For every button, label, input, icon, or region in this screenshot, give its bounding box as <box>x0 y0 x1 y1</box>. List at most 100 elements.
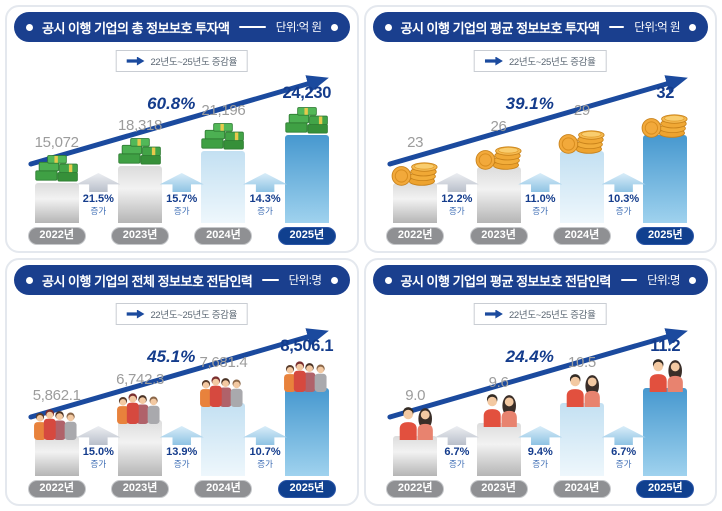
people-group-icon <box>113 390 167 424</box>
bar-2025 <box>643 135 688 223</box>
up-arrow-icon <box>601 426 646 445</box>
bar-group-2022: 23 2022년 <box>374 73 457 245</box>
trend-percent: 39.1% <box>505 94 554 113</box>
growth-indicator: 15.0% 증가 <box>70 426 126 470</box>
growth-label: 증가 <box>257 459 273 469</box>
right-arrow-icon <box>126 56 145 66</box>
growth-label: 증가 <box>173 459 190 469</box>
panel-average-personnel: 공시 이행 기업의 평균 정보보호 전담인력 단위:명 22년도~25년도 증감… <box>363 258 717 506</box>
growth-indicator: 9.4% 증가 <box>512 426 568 470</box>
growth-label: 증가 <box>90 459 107 469</box>
bar-2025 <box>643 388 688 476</box>
growth-indicator: 13.9% 증가 <box>154 426 210 470</box>
bullet-icon <box>689 23 696 31</box>
value-label-highlight: 24,230 <box>282 84 332 102</box>
trend-percent: 45.1% <box>147 347 196 366</box>
legend-text: 22년도~25년도 증감율 <box>508 310 596 321</box>
value-label: 9.6 <box>488 373 509 391</box>
value-label: 6,742.3 <box>116 371 165 388</box>
growth-percent: 13.9% <box>166 446 198 458</box>
unit-label: 단위:명 <box>288 275 322 287</box>
bar-2022 <box>34 183 79 223</box>
bar-group-2022: 9.0 2022년 <box>374 326 457 498</box>
growth-percent: 14.3% <box>249 193 281 205</box>
panel-body: 22년도~25년도 증감율 60.8% 15,072 2022년 18,318 … <box>7 42 357 251</box>
growth-indicator: 21.5% 증가 <box>70 173 126 217</box>
growth-label: 증가 <box>449 206 465 216</box>
panel-title: 공시 이행 기업의 평균 정보보호 투자액 <box>400 20 600 36</box>
people-group-icon <box>280 358 334 392</box>
growth-indicator: 14.3% 증가 <box>237 173 293 217</box>
people-pair-icon <box>555 373 609 407</box>
people-pair-icon <box>638 358 692 392</box>
year-badge-2024: 2024년 <box>552 480 611 498</box>
growth-percent: 11.0% <box>524 193 556 205</box>
year-badge-2023: 2023년 <box>469 227 528 245</box>
legend-box: 22년도~25년도 증감율 <box>473 50 607 72</box>
bar-group-2024: 21,196 2024년 <box>182 73 265 245</box>
trend-arrow <box>28 328 329 420</box>
trend-percent: 24.4% <box>505 347 554 366</box>
panel-body: 22년도~25년도 증감율 39.1% 23 2022년 26 2023년 <box>366 42 716 251</box>
bullet-icon <box>384 276 392 284</box>
bar-2024 <box>559 403 604 476</box>
people-pair-icon <box>472 393 526 427</box>
bar-group-2022: 5,862.1 2022년 <box>15 326 98 498</box>
bar-group-2024: 7,681.4 2024년 <box>182 326 265 498</box>
growth-label: 증가 <box>532 459 549 469</box>
bar-2024 <box>201 150 246 223</box>
bar-group-2025: 11.2 2025년 <box>624 326 707 498</box>
bar-2024 <box>201 403 246 476</box>
year-badge-2025: 2025년 <box>636 227 695 245</box>
panel-title: 공시 이행 기업의 총 정보보호 투자액 <box>42 20 230 36</box>
panel-average-investment: 공시 이행 기업의 평균 정보보호 투자액 단위:억 원 22년도~25년도 증… <box>363 5 717 253</box>
up-arrow-icon <box>159 426 204 445</box>
value-label: 9.0 <box>405 387 426 404</box>
growth-percent: 15.7% <box>166 193 198 205</box>
up-arrow-icon <box>243 426 288 445</box>
value-label: 26 <box>490 118 507 135</box>
value-label: 10.5 <box>567 354 596 372</box>
up-arrow-icon <box>434 173 479 192</box>
growth-percent: 21.5% <box>82 193 114 205</box>
bar-2022 <box>393 183 438 223</box>
year-badge-2025: 2025년 <box>636 480 695 498</box>
coin-stack-icon <box>638 105 692 139</box>
panel-header: 공시 이행 기업의 전체 정보보호 전담인력 단위:명 <box>14 265 350 295</box>
panel-title: 공시 이행 기업의 평균 정보보호 전담인력 <box>400 273 612 289</box>
growth-label: 증가 <box>615 206 632 216</box>
money-stack-icon <box>280 105 334 139</box>
unit-label: 단위:억 원 <box>275 22 322 34</box>
growth-percent: 10.7% <box>249 446 281 458</box>
growth-indicator: 11.0% 증가 <box>512 173 568 217</box>
growth-percent: 6.7% <box>611 446 637 458</box>
panel-body: 22년도~25년도 증감율 24.4% 9.0 2022년 9.6 2023년 <box>366 295 716 504</box>
bar-group-2023: 26 2023년 <box>457 73 540 245</box>
value-label-highlight: 11.2 <box>650 337 681 355</box>
trend-arrow <box>28 75 329 167</box>
unit-label: 단위:억 원 <box>634 22 680 34</box>
bullet-icon <box>689 276 696 284</box>
value-label: 7,681.4 <box>199 354 248 371</box>
growth-label: 증가 <box>173 206 190 216</box>
bullet-icon <box>330 276 338 284</box>
up-arrow-icon <box>601 173 646 192</box>
money-stack-icon <box>113 136 167 170</box>
up-arrow-icon <box>159 173 204 192</box>
growth-percent: 9.4% <box>527 446 553 458</box>
year-badge-2024: 2024년 <box>552 227 611 245</box>
growth-label: 증가 <box>449 459 465 469</box>
value-label: 29 <box>573 102 590 119</box>
up-arrow-icon <box>518 426 563 445</box>
growth-indicator: 12.2% 증가 <box>429 173 485 217</box>
bullet-icon <box>26 276 33 284</box>
bullet-icon <box>384 23 392 31</box>
bullet-icon <box>330 23 338 31</box>
right-arrow-icon <box>126 309 145 319</box>
bar-group-2024: 29 2024년 <box>540 73 623 245</box>
year-badge-2023: 2023년 <box>111 480 170 498</box>
bar-group-2025: 8,506.1 2025년 <box>265 326 348 498</box>
bar-group-2023: 9.6 2023년 <box>457 326 540 498</box>
bar-2022 <box>34 436 79 476</box>
panel-body: 22년도~25년도 증감율 45.1% 5,862.1 2022년 6,742.… <box>7 295 357 504</box>
